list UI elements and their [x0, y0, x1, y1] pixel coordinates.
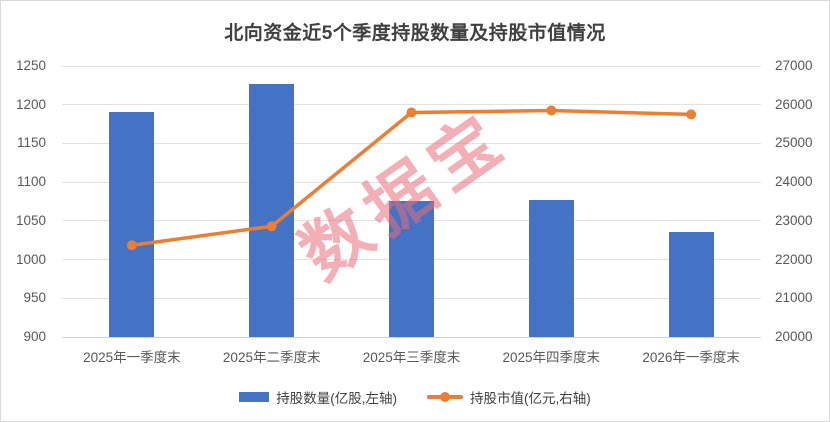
bar-2025年二季度末 [249, 83, 295, 337]
right-axis-tick: 23000 [775, 212, 813, 228]
right-axis-tick: 24000 [775, 174, 813, 190]
legend-label-bar-series: 持股数量(亿股,左轴) [276, 391, 397, 406]
right-axis-tick: 25000 [775, 135, 813, 151]
right-axis-tick: 21000 [775, 290, 813, 306]
right-axis-tick: 27000 [775, 58, 813, 73]
x-axis-label: 2025年一季度末 [83, 350, 181, 365]
x-axis-label: 2026年一季度末 [642, 350, 740, 365]
left-axis-tick: 900 [23, 329, 46, 344]
left-axis-tick: 1250 [15, 58, 46, 73]
legend-item-line-series: 持股市值(亿元,右轴) [427, 387, 591, 407]
line-point-marker [546, 105, 557, 116]
legend-item-bar-series: 持股数量(亿股,左轴) [239, 387, 397, 407]
x-axis-label: 2025年四季度末 [502, 350, 601, 365]
legend: 持股数量(亿股,左轴) 持股市值(亿元,右轴) [1, 387, 829, 407]
right-axis-tick: 20000 [775, 329, 813, 344]
left-axis-tick: 950 [23, 290, 46, 306]
left-axis-tick: 1100 [16, 174, 46, 190]
chart-title: 北向资金近5个季度持股数量及持股市值情况 [224, 23, 606, 44]
gridline [62, 104, 761, 106]
left-axis-tick: 1150 [16, 135, 46, 151]
bar-2025年一季度末 [109, 112, 155, 337]
x-axis-label: 2025年三季度末 [362, 350, 461, 365]
bar-series-swatch-icon [239, 392, 270, 402]
x-axis-label: 2025年二季度末 [222, 350, 321, 365]
left-axis-tick: 1000 [15, 251, 46, 267]
gridline [62, 336, 761, 338]
legend-label-line-series: 持股市值(亿元,右轴) [470, 391, 591, 406]
left-axis-tick: 1200 [15, 96, 46, 112]
gridline [62, 65, 761, 67]
gridline [62, 181, 761, 183]
right-axis-tick: 22000 [775, 251, 813, 267]
bar-2025年三季度末 [389, 200, 434, 337]
line-series-swatch-icon [427, 392, 463, 402]
line-point-marker [406, 107, 417, 118]
left-axis-tick: 1050 [15, 212, 46, 228]
bar-2025年四季度末 [528, 199, 574, 337]
line-point-marker [686, 109, 697, 120]
right-axis-tick: 26000 [775, 96, 813, 112]
bar-2026年一季度末 [668, 231, 714, 337]
gridline [62, 142, 761, 144]
